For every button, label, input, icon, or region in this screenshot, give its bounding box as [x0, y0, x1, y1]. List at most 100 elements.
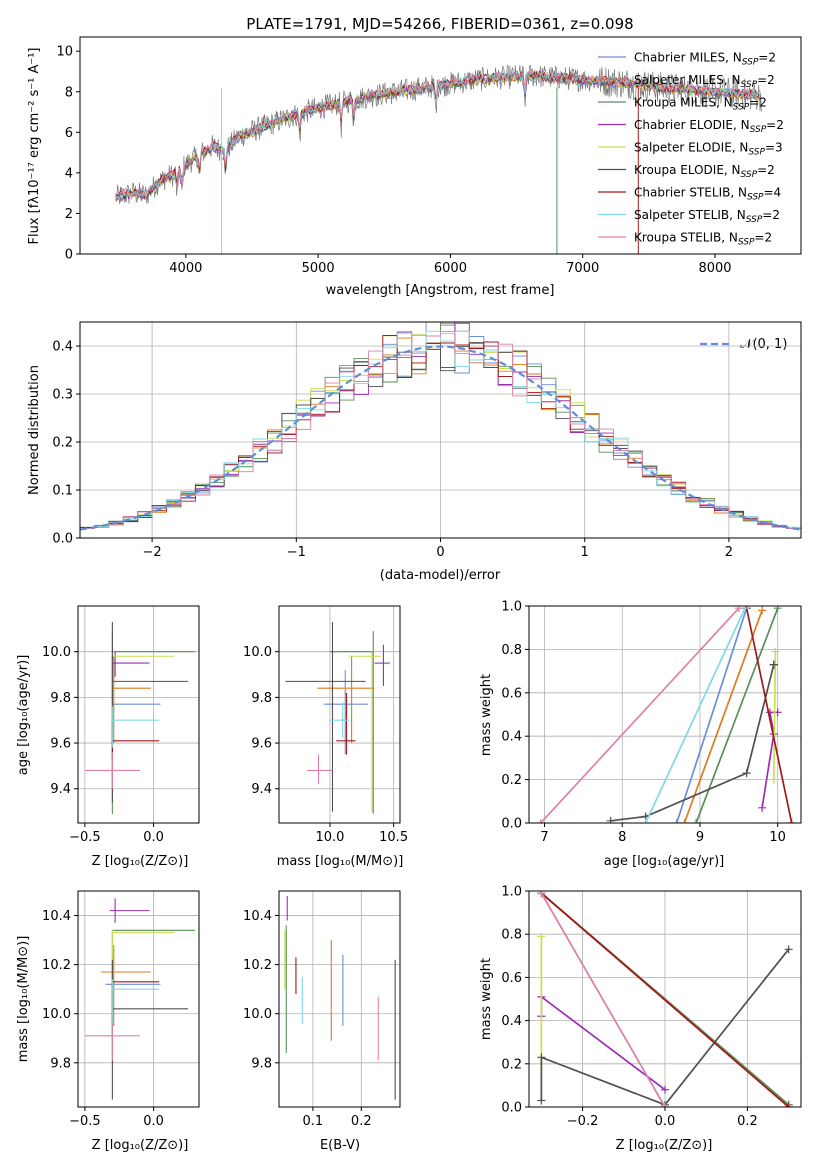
- tick-label-y: 9.6: [50, 737, 71, 752]
- plot-area: [80, 322, 801, 538]
- tick-label-y: 0.2: [501, 773, 522, 788]
- age-vs-metallicity-ylabel: age [log₁₀(age/yr)]: [16, 655, 31, 776]
- tick-label-y: 10: [56, 45, 73, 60]
- mass-vs-ebv-xlabel: E(B-V): [320, 1138, 360, 1153]
- legend-label-4: Salpeter ELODIE, NSSP=3: [634, 141, 783, 158]
- tick-label-y: 10.0: [243, 1007, 272, 1022]
- weight-vs-age-ylabel: mass weight: [479, 674, 494, 756]
- tick-label-y: 0.4: [52, 340, 73, 355]
- errorbar-point-5: [111, 621, 188, 803]
- weight-marker-0: [672, 819, 681, 823]
- plot-area: [529, 606, 801, 823]
- weight-marker-1: [758, 606, 767, 615]
- tick-label-x: −1: [287, 545, 306, 560]
- tick-label-x: −0.5: [69, 1114, 101, 1129]
- errorbar-point-8: [307, 754, 333, 785]
- weight-marker-8: [536, 819, 545, 823]
- tick-label-x: 8: [618, 830, 626, 845]
- tick-label-x: 0.0: [143, 830, 164, 845]
- tick-label-y: 0.3: [52, 388, 73, 403]
- weight-series-2: [695, 607, 779, 823]
- weight-marker-3: [765, 708, 774, 717]
- spectrum-title: PLATE=1791, MJD=54266, FIBERID=0361, z=0…: [246, 15, 633, 33]
- tick-label-x: −0.5: [69, 830, 101, 845]
- plot-area: [279, 606, 400, 823]
- axes-frame: [528, 605, 802, 824]
- weight-marker-8: [661, 1103, 669, 1107]
- mass-vs-metallicity-ylabel: mass [log₁₀(M/M⊙)]: [16, 936, 31, 1063]
- plot-area: [78, 891, 199, 1107]
- tick-label-y: 9.8: [251, 1056, 272, 1071]
- tick-label-x: 8000: [698, 261, 731, 276]
- axes-frame: [278, 890, 401, 1108]
- tick-label-y: 10.0: [243, 645, 272, 660]
- tick-label-x: 10.5: [379, 830, 408, 845]
- errorbar-point-2: [329, 631, 374, 814]
- weight-marker-4: [771, 647, 780, 656]
- axes-frame: [278, 605, 401, 824]
- tick-label-y: 9.8: [50, 691, 71, 706]
- errorbar-point-7: [329, 701, 350, 739]
- model-spectrum-8: [115, 69, 761, 200]
- legend-label-7: Salpeter STELIB, NSSP=2: [634, 208, 780, 225]
- errorbar-point-3: [112, 651, 150, 677]
- mass-vs-metallicity-panel: Z [log₁₀(Z/Z⊙)] mass [log₁₀(M/M⊙)] −0.5 0…: [16, 890, 200, 1153]
- tick-label-y: 0.4: [501, 730, 522, 745]
- weight-marker-3: [758, 803, 767, 812]
- tick-label-y: 1.0: [501, 885, 522, 900]
- weight-marker-8: [734, 606, 743, 613]
- weight-series-7: [644, 607, 746, 823]
- weight-marker-5: [769, 660, 778, 669]
- tick-label-x: 6000: [434, 261, 467, 276]
- tick-label-x: 0.0: [143, 1114, 164, 1129]
- tick-label-y: 0.2: [52, 436, 73, 451]
- tick-label-x: 5000: [302, 261, 335, 276]
- residuals-xlabel: (data-model)/error: [380, 568, 501, 583]
- weight-marker-2: [692, 819, 701, 823]
- tick-label-x: 0.0: [655, 1114, 676, 1129]
- tick-label-y: 9.4: [251, 782, 272, 797]
- weight-marker-8: [537, 891, 546, 898]
- tick-label-y: 10.2: [243, 958, 272, 973]
- weight-vs-metallicity-xlabel: Z [log₁₀(Z/Z⊙)]: [616, 1138, 713, 1153]
- weight-marker-4: [769, 775, 778, 784]
- errorbar-point-5: [285, 621, 366, 812]
- axes-frame: [77, 890, 200, 1108]
- tick-label-y: 0.4: [501, 1014, 522, 1029]
- residuals-panel: (data-model)/error Normed distribution 𝒩…: [27, 321, 802, 583]
- tick-label-y: 9.4: [50, 782, 71, 797]
- age-vs-mass-xlabel: mass [log₁₀(M/M⊙)]: [277, 854, 404, 869]
- errorbar-point-1: [317, 656, 375, 744]
- weight-series-1: [683, 610, 763, 823]
- weight-marker-5: [606, 816, 615, 823]
- errorbar-point-3: [374, 644, 390, 686]
- weight-marker-1: [680, 819, 689, 823]
- tick-label-x: 7: [540, 830, 548, 845]
- tick-label-x: 10: [769, 830, 786, 845]
- tick-label-y: 0.0: [501, 1101, 522, 1116]
- spectrum-panel: PLATE=1791, MJD=54266, FIBERID=0361, z=0…: [27, 15, 802, 298]
- weight-marker-3: [661, 1085, 669, 1094]
- tick-label-y: 0.6: [501, 686, 522, 701]
- spectrum-ylabel: Flux [fλ10⁻¹⁷ erg cm⁻² s⁻¹ A⁻¹]: [27, 48, 42, 245]
- plot-area: [279, 891, 400, 1107]
- tick-label-y: 0.8: [501, 928, 522, 943]
- tick-label-x: 9: [696, 830, 704, 845]
- gaussian-curve: [80, 345, 801, 531]
- tick-label-x: −2: [143, 545, 162, 560]
- axes-frame: [77, 605, 200, 824]
- tick-label-y: 0.0: [501, 817, 522, 832]
- errorbar-point-8: [84, 1023, 140, 1061]
- tick-label-y: 4: [65, 166, 73, 181]
- legend-label-6: Chabrier STELIB, NSSP=4: [634, 186, 781, 203]
- tick-label-x: 0.1: [303, 1114, 324, 1129]
- errorbar-point-8: [84, 752, 140, 789]
- errorbar-point-3: [109, 898, 150, 923]
- mass-vs-metallicity-xlabel: Z [log₁₀(Z/Z⊙)]: [92, 1138, 189, 1153]
- tick-label-y: 10.0: [42, 645, 71, 660]
- tick-label-x: −0.2: [567, 1114, 599, 1129]
- errorbar-point-1: [101, 945, 151, 1026]
- plot-area: [529, 891, 801, 1107]
- weight-series-5: [540, 948, 790, 1106]
